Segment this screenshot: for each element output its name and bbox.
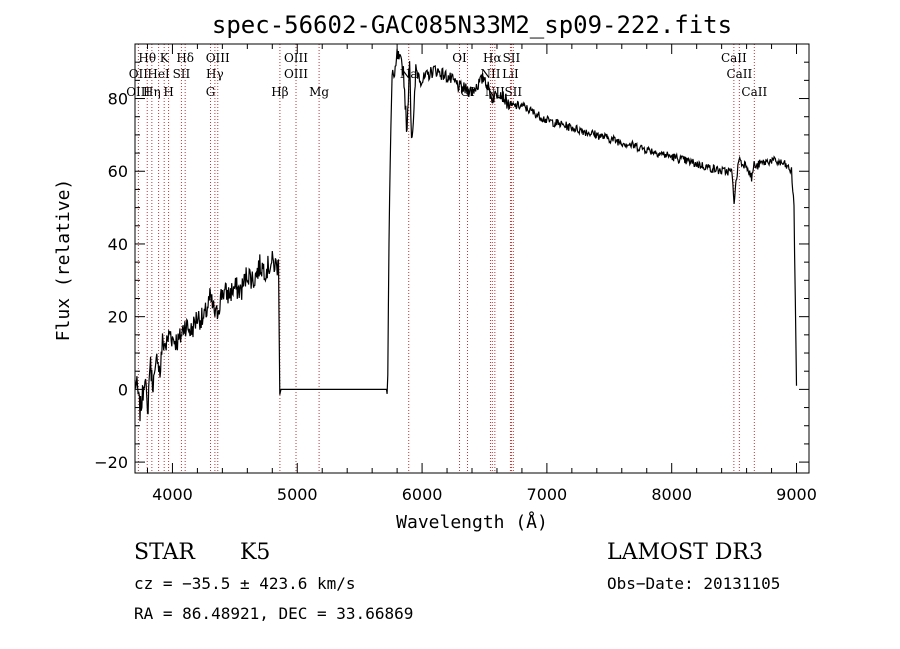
plot-frame (134, 43, 810, 474)
axis-ticks (135, 44, 809, 473)
line-label: SII (503, 51, 521, 65)
line-label: OIII (284, 67, 308, 81)
line-label: CaII (726, 67, 752, 81)
survey-name: LAMOST DR3 (607, 540, 763, 565)
x-tick-label: 9000 (776, 485, 817, 504)
axis-tick-labels: 4000 5000 6000 7000 8000 9000 −20 0 20 40 60 80 (94, 90, 817, 504)
x-tick-label: 4000 (152, 485, 193, 504)
line-label: SII (173, 67, 191, 81)
object-subclass: K5 (240, 540, 271, 565)
line-label: Hα (483, 51, 502, 65)
line-label: OIII (206, 51, 230, 65)
line-label: Hγ (206, 67, 224, 81)
y-tick-label: −20 (94, 453, 128, 472)
y-tick-label: 0 (118, 380, 128, 399)
x-tick-label: 5000 (277, 485, 318, 504)
redshift-velocity: cz = −35.5 ± 423.6 km/s (134, 574, 356, 593)
object-class: STAR (134, 540, 195, 565)
line-label: Hβ (271, 85, 288, 99)
emission-line-markers (137, 44, 755, 473)
line-label: LiI (502, 67, 519, 81)
line-label: K (160, 51, 170, 65)
spectrum-line (134, 48, 798, 422)
line-label: HeI (147, 67, 170, 81)
line-label: H (163, 85, 173, 99)
line-label: Hη (143, 85, 161, 99)
line-label: CaII (721, 51, 747, 65)
line-label: OI (452, 51, 467, 65)
line-label: SII (504, 85, 522, 99)
y-tick-label: 80 (108, 90, 128, 109)
y-axis-label: Flux (relative) (53, 179, 74, 342)
chart-title: spec-56602-GAC085N33M2_sp09-222.fits (212, 11, 732, 39)
line-label: Mg (309, 85, 329, 99)
coordinates: RA = 86.48921, DEC = 33.66869 (134, 604, 414, 623)
x-tick-label: 6000 (402, 485, 443, 504)
y-tick-label: 60 (108, 162, 128, 181)
line-label: OII (129, 67, 149, 81)
line-label: Hθ (138, 51, 156, 65)
line-label: OIII (284, 51, 308, 65)
line-label: CaII (741, 85, 767, 99)
y-tick-label: 20 (108, 308, 128, 327)
observation-date: Obs−Date: 20131105 (607, 574, 781, 593)
line-label: G (206, 85, 216, 99)
line-label: OIII (126, 85, 150, 99)
x-tick-label: 7000 (527, 485, 568, 504)
x-tick-label: 8000 (651, 485, 692, 504)
y-tick-label: 40 (108, 235, 128, 254)
line-label: Hδ (176, 51, 194, 65)
x-axis-label: Wavelength (Å) (396, 511, 548, 533)
